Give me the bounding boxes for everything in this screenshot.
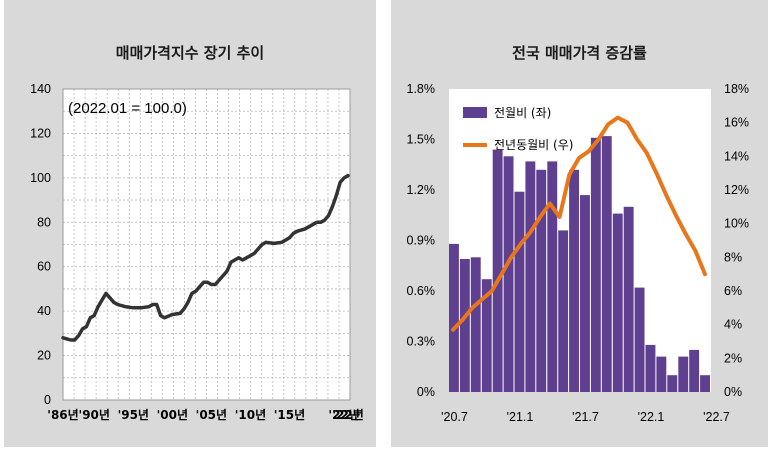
monthly-change-bar xyxy=(481,279,492,392)
left-y-tick-label: 0% xyxy=(417,385,435,399)
monthly-change-bar xyxy=(623,206,634,392)
x-tick-label: '05년 xyxy=(196,408,227,422)
legend-bar-swatch xyxy=(463,107,487,118)
monthly-change-bar xyxy=(558,230,569,392)
monthly-change-bar xyxy=(525,161,536,392)
x-tick-label: '22.1 xyxy=(638,410,665,424)
monthly-change-bar xyxy=(689,349,700,392)
monthly-change-bar xyxy=(601,136,612,392)
right-y-tick-label: 4% xyxy=(724,318,742,332)
x-tick-label: '22년 xyxy=(332,408,363,422)
right-y-tick-label: 16% xyxy=(724,116,749,130)
x-tick-label: '21.1 xyxy=(507,410,534,424)
chart-panel-right: 전국 매매가격 증감률 0% 0.3% 0.6% 0.9% 1.2% 1.5% 1.8% 0%… xyxy=(391,0,768,447)
chart-title-left: 매매가격지수 장기 추이 xyxy=(115,44,265,62)
legend-line-label: 전년동월비 (우) xyxy=(494,138,573,152)
y-tick-label: 40 xyxy=(37,304,51,318)
right-y-tick-label: 8% xyxy=(724,250,742,264)
monthly-change-bar xyxy=(569,169,579,392)
monthly-change-bar xyxy=(503,156,514,392)
x-tick-label: '10년 xyxy=(235,408,266,422)
x-tick-label: '15년 xyxy=(274,408,305,422)
x-tick-label: '00년 xyxy=(157,408,188,422)
right-y-tick-label: 14% xyxy=(724,149,749,163)
x-tick-label: '20.7 xyxy=(441,410,468,424)
y-tick-label: 0 xyxy=(44,393,51,407)
x-tick-label: '86년 xyxy=(47,408,78,422)
left-y-tick-label: 0.9% xyxy=(407,234,436,248)
y-tick-label: 20 xyxy=(37,349,51,363)
x-tick-label: '21.7 xyxy=(572,410,599,424)
x-tick-label: '22년 xyxy=(328,408,359,422)
monthly-change-bar xyxy=(612,213,623,392)
y-tick-label: 60 xyxy=(37,260,51,274)
y-tick-label: 120 xyxy=(30,126,51,140)
y-tick-label: 80 xyxy=(37,215,51,229)
monthly-change-bar xyxy=(700,375,710,392)
plot-area xyxy=(63,89,350,400)
right-y-tick-label: 18% xyxy=(724,82,749,96)
chart-title-right: 전국 매매가격 증감률 xyxy=(512,44,647,62)
yearly-change-line xyxy=(451,115,707,332)
x-tick-label: '90년 xyxy=(79,408,110,422)
monthly-change-bar xyxy=(656,356,667,392)
price-index-line xyxy=(61,173,350,342)
monthly-change-bar xyxy=(645,344,656,392)
right-y-tick-label: 6% xyxy=(724,284,742,298)
legend-bar-label: 전월비 (좌) xyxy=(494,106,551,120)
monthly-change-bar xyxy=(449,243,459,392)
x-tick-label: '95년 xyxy=(118,408,149,422)
monthly-change-bar xyxy=(536,169,547,392)
left-y-tick-label: 1.8% xyxy=(407,82,436,96)
right-y-tick-label: 2% xyxy=(724,351,742,365)
monthly-change-bar xyxy=(667,375,678,392)
monthly-change-bar xyxy=(634,287,645,392)
left-y-tick-label: 0.6% xyxy=(407,284,436,298)
monthly-change-bar xyxy=(492,149,503,392)
monthly-change-bar xyxy=(678,356,689,392)
monthly-change-bar xyxy=(547,161,558,392)
plot-border xyxy=(62,88,351,401)
left-y-tick-label: 1.5% xyxy=(407,133,436,147)
growth-rate-chart: 0% 0.3% 0.6% 0.9% 1.2% 1.5% 1.8% 0% 2% 4% 6% 8% 10% 1… xyxy=(407,82,750,424)
monthly-change-bar xyxy=(459,259,470,392)
monthly-change-bar xyxy=(470,257,481,392)
y-tick-label: 100 xyxy=(30,171,51,185)
right-y-tick-label: 0% xyxy=(724,385,742,399)
index-base-note: (2022.01 = 100.0) xyxy=(68,100,187,117)
monthly-change-bar xyxy=(514,191,525,392)
chart-panel-left: 매매가격지수 장기 추이 0 20 40 60 80 100 120 140 '86년 '90년 '… xyxy=(4,0,376,447)
monthly-change-bar xyxy=(580,195,590,392)
x-tick-label: '22.7 xyxy=(703,410,730,424)
right-y-tick-label: 10% xyxy=(724,217,749,231)
right-y-tick-label: 12% xyxy=(724,183,749,197)
monthly-change-bar xyxy=(590,137,601,392)
y-tick-label: 140 xyxy=(30,82,51,96)
price-index-chart: 0 20 40 60 80 100 120 140 '86년 '90년 '95년 '00년 '05년 '1… xyxy=(30,82,364,422)
left-y-tick-label: 0.3% xyxy=(407,335,436,349)
left-y-tick-label: 1.2% xyxy=(407,183,436,197)
